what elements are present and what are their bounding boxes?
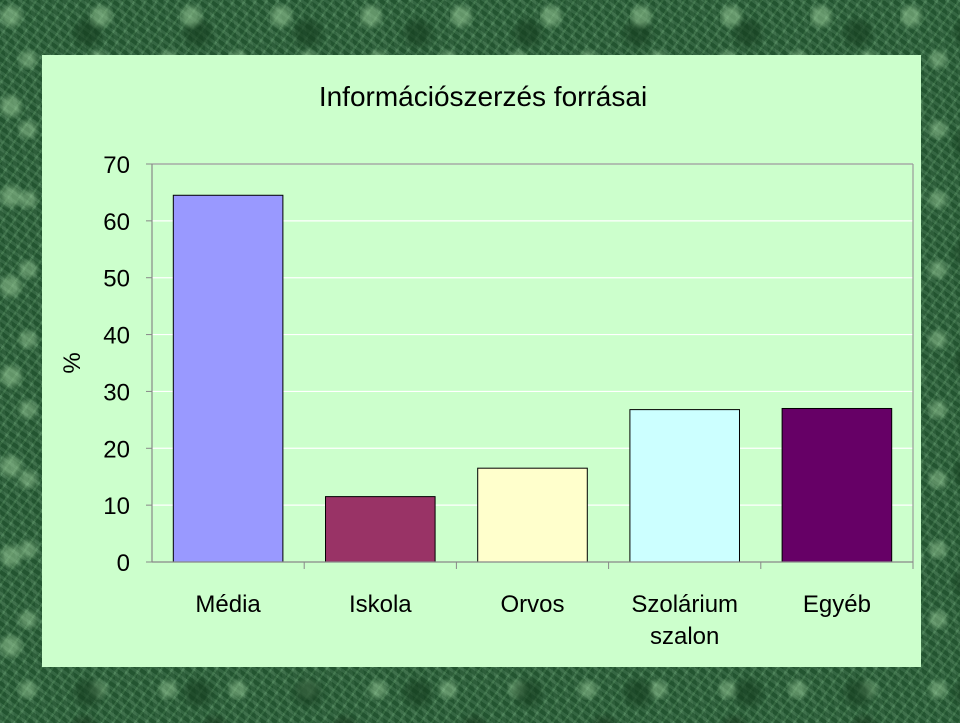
axes bbox=[146, 163, 914, 569]
y-tick-label: 40 bbox=[103, 323, 130, 350]
y-tick-labels: 0 10 20 30 40 50 60 70 bbox=[103, 152, 130, 577]
bar-4 bbox=[781, 407, 893, 563]
y-tick-label: 20 bbox=[103, 436, 130, 463]
x-category-label: Orvos bbox=[500, 591, 564, 618]
x-category-label: Egyéb bbox=[803, 591, 871, 618]
y-tick-label: 0 bbox=[117, 550, 130, 577]
x-category-label: Szolárium szalon bbox=[631, 591, 738, 650]
x-category-label: Iskola bbox=[349, 591, 412, 618]
y-tick-label: 10 bbox=[103, 493, 130, 520]
y-axis-label: % bbox=[59, 352, 86, 373]
bar-3 bbox=[629, 409, 740, 563]
bar-0 bbox=[172, 194, 284, 563]
x-category-label: Média bbox=[195, 591, 261, 618]
y-tick-label: 50 bbox=[103, 266, 130, 293]
bar-2 bbox=[477, 467, 588, 563]
bars bbox=[172, 194, 893, 563]
y-tick-label: 30 bbox=[103, 379, 130, 406]
y-tick-label: 60 bbox=[103, 209, 130, 236]
y-tick-label: 70 bbox=[103, 152, 130, 179]
bar-1 bbox=[325, 496, 436, 563]
chart-title: Információszerzés forrásai bbox=[319, 81, 647, 112]
x-category-labels: Média Iskola Orvos Szolárium szalon Egyéb bbox=[195, 591, 871, 650]
